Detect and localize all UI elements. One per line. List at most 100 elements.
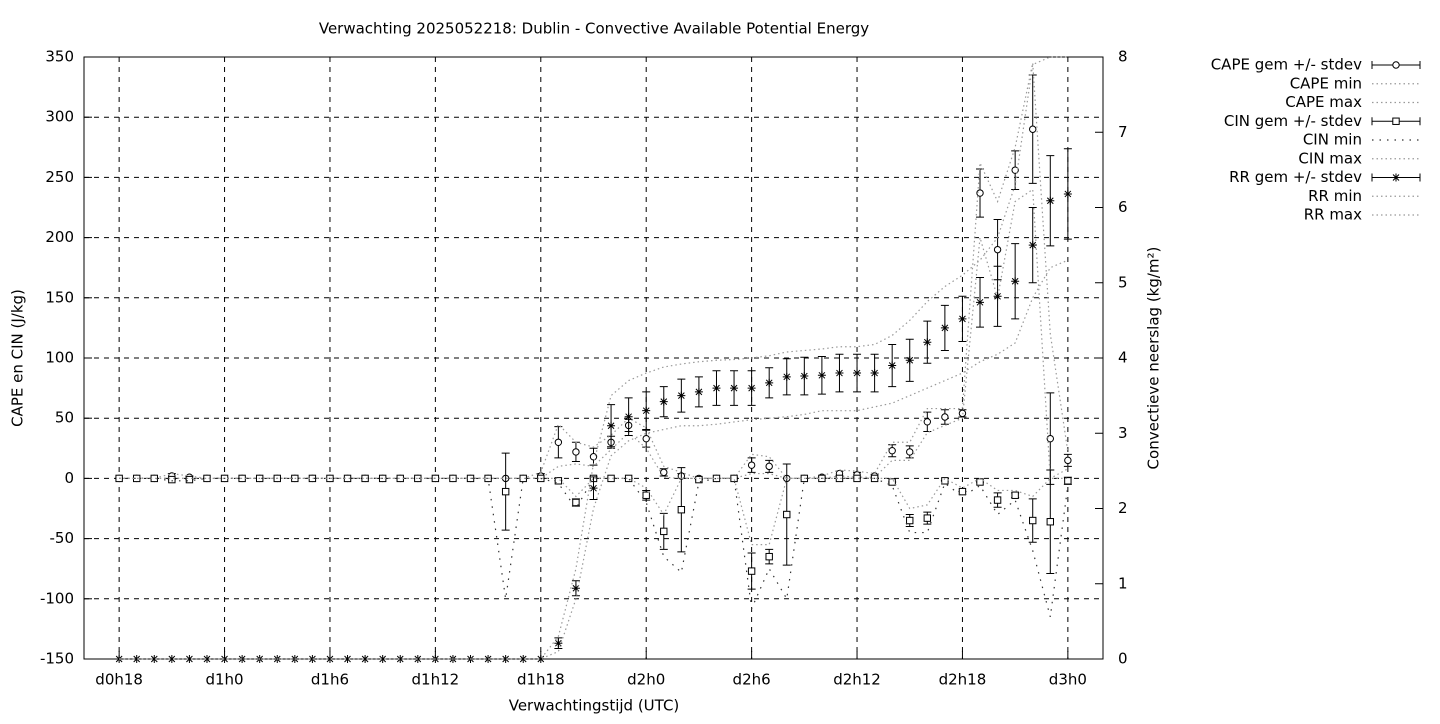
marker (378, 655, 387, 663)
y2-tick-label: 4 (1118, 349, 1128, 367)
marker (888, 478, 896, 486)
marker (817, 371, 826, 380)
y-tick-label: 100 (45, 349, 74, 367)
x-axis-label: Verwachtingstijd (UTC) (509, 697, 680, 715)
marker (554, 438, 563, 446)
marker (624, 412, 633, 421)
marker (1046, 196, 1055, 205)
y2-tick-label: 5 (1118, 273, 1128, 291)
marker (396, 474, 404, 483)
x-tick-label: d3h0 (1049, 671, 1087, 689)
marker (361, 474, 369, 483)
marker (747, 384, 756, 393)
marker (572, 448, 580, 456)
marker (976, 478, 984, 486)
marker (413, 655, 422, 663)
legend-marker (1392, 173, 1400, 182)
marker (888, 447, 896, 455)
range-line (119, 62, 1069, 479)
x-tick-label: d2h6 (733, 671, 771, 689)
y-tick-label: -100 (40, 589, 74, 607)
marker (571, 584, 580, 593)
marker (484, 474, 492, 483)
marker (782, 372, 791, 381)
marker (642, 406, 651, 415)
range-line (119, 477, 1068, 546)
marker (659, 397, 668, 406)
marker (185, 655, 194, 663)
marker (888, 361, 897, 370)
marker (923, 418, 932, 426)
marker (695, 475, 703, 484)
marker (501, 655, 510, 663)
legend-label: RR max (1304, 206, 1362, 224)
marker (361, 655, 370, 663)
y2-tick-label: 3 (1118, 424, 1128, 442)
marker (765, 378, 774, 387)
marker (519, 655, 528, 663)
legend-label: CAPE min (1290, 74, 1362, 92)
marker (993, 245, 1002, 254)
legend-label: CIN gem +/- stdev (1224, 112, 1362, 130)
marker (976, 189, 984, 197)
marker (835, 369, 844, 378)
marker (554, 639, 563, 648)
marker (905, 356, 914, 365)
marker (308, 655, 317, 663)
chart-title: Verwachting 2025052218: Dublin - Convect… (319, 20, 869, 38)
marker (712, 474, 721, 483)
marker (115, 474, 123, 483)
marker (958, 487, 967, 496)
marker (1028, 241, 1037, 250)
x-tick-label: d0h18 (95, 671, 143, 689)
marker (501, 487, 510, 496)
marker (624, 474, 633, 483)
legend-marker (1392, 61, 1400, 69)
x-tick-label: d1h18 (517, 671, 565, 689)
y2-tick-label: 7 (1118, 123, 1128, 141)
y2-tick-label: 1 (1118, 574, 1128, 592)
y-tick-label: 200 (45, 228, 74, 246)
marker (1046, 518, 1054, 526)
marker (642, 491, 650, 499)
y-tick-label: 300 (45, 108, 74, 126)
marker (220, 655, 229, 663)
marker (1064, 477, 1072, 485)
marker (589, 484, 598, 493)
marker (923, 338, 932, 347)
x-tick-label: d2h0 (627, 671, 665, 689)
legend-label: CAPE gem +/- stdev (1211, 56, 1362, 74)
marker (906, 448, 914, 456)
marker (132, 655, 141, 663)
marker (677, 506, 686, 514)
x-tick-label: d2h18 (939, 671, 987, 689)
marker (150, 655, 159, 663)
legend-label: CIN max (1298, 149, 1362, 167)
marker (993, 496, 1002, 504)
marker (1064, 456, 1072, 465)
marker (607, 421, 616, 430)
marker (677, 391, 686, 400)
y-tick-label: 50 (55, 409, 74, 427)
y-tick-label: 150 (45, 288, 74, 306)
y2-tick-label: 6 (1118, 198, 1128, 216)
y2-tick-label: 0 (1118, 650, 1128, 668)
marker (694, 387, 703, 396)
marker (1011, 166, 1019, 174)
y-tick-label: 0 (64, 469, 74, 487)
marker (730, 384, 739, 393)
y-axis-label: CAPE en CIN (J/kg) (9, 289, 27, 427)
marker (976, 298, 985, 307)
marker (1011, 491, 1019, 499)
marker (396, 655, 405, 663)
marker (589, 453, 598, 461)
marker (168, 475, 176, 484)
marker (1029, 516, 1037, 525)
marker (765, 462, 773, 471)
y-tick-label: -50 (50, 529, 75, 547)
marker (1046, 434, 1054, 443)
marker (853, 369, 862, 378)
marker (993, 292, 1002, 301)
marker (325, 655, 334, 663)
